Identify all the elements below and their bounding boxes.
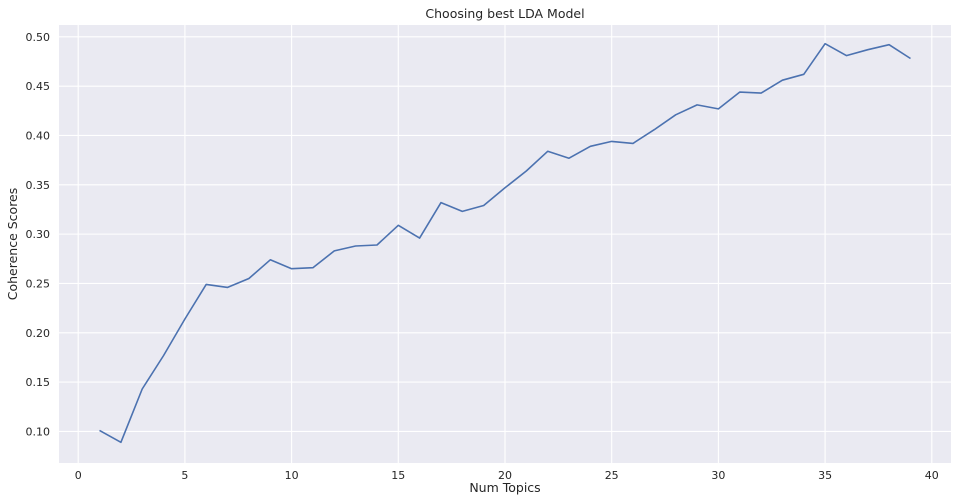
x-tick-label: 5 xyxy=(181,469,188,482)
y-tick-label: 0.40 xyxy=(26,129,51,142)
grid-lines xyxy=(59,25,951,463)
series-lines xyxy=(99,42,911,444)
x-tick-label: 25 xyxy=(605,469,619,482)
y-tick-label: 0.25 xyxy=(26,277,51,290)
x-tick-label: 30 xyxy=(711,469,725,482)
x-tick-label: 35 xyxy=(818,469,832,482)
y-tick-label: 0.30 xyxy=(26,228,51,241)
chart-title: Choosing best LDA Model xyxy=(425,6,584,21)
y-axis-label: Coherence Scores xyxy=(5,188,20,301)
y-tick-label: 0.20 xyxy=(26,327,51,340)
x-axis-label: Num Topics xyxy=(469,480,540,495)
y-tick-label: 0.35 xyxy=(26,179,51,192)
tick-labels: 0 5 10 15 20 25 30 35 40 0.10 0.15 0.20 0.25 0.30 0.35… xyxy=(26,31,939,482)
y-tick-label: 0.15 xyxy=(26,376,51,389)
x-tick-label: 10 xyxy=(285,469,299,482)
x-tick-label: 0 xyxy=(75,469,82,482)
x-tick-label: 15 xyxy=(391,469,405,482)
x-tick-label: 20 xyxy=(498,469,512,482)
y-tick-label: 0.50 xyxy=(26,31,51,44)
y-tick-label: 0.10 xyxy=(26,425,51,438)
x-tick-label: 40 xyxy=(925,469,939,482)
series-line xyxy=(99,42,911,444)
y-tick-label: 0.45 xyxy=(26,80,51,93)
